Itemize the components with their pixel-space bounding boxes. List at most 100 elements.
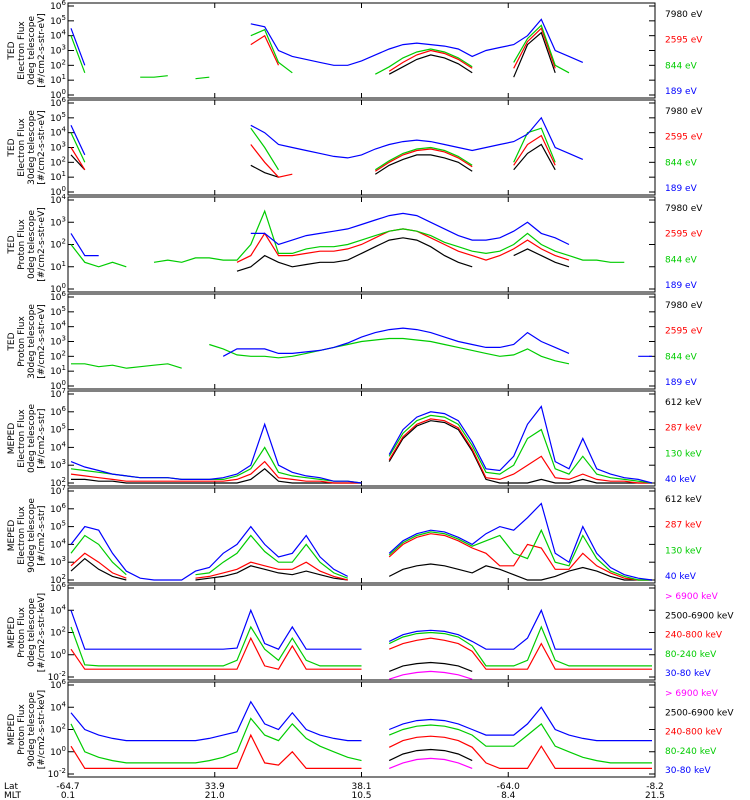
legend-entry: 80-240 keV [665, 650, 717, 660]
y-axis-label: Proton Flux [17, 607, 27, 658]
series-line-2 [70, 533, 652, 581]
y-axis-label: Proton Flux [17, 316, 27, 367]
series-line-3 [70, 414, 653, 484]
y-axis-label: Electron Flux [17, 409, 27, 468]
legend-entry: 30-80 keV [665, 766, 711, 776]
series-line-4 [70, 212, 570, 257]
y-axis-label: [#/cm2-s-str-keV] [37, 593, 47, 672]
y-axis-label: [#/cm2-s-str] [37, 408, 47, 468]
y-tick-label: 100 [50, 88, 66, 101]
panel-5: 102 103 104 105 106 107 MEPED Electron Flux 0deg… [7, 387, 702, 489]
y-tick-label: 106 [50, 0, 66, 12]
y-axis-label: TED [7, 235, 17, 254]
y-tick-label: 103 [50, 44, 66, 57]
x-tick-label: 10.5 [351, 791, 371, 800]
legend-entry: 2595 eV [665, 327, 703, 337]
legend-entry: > 6900 keV [665, 592, 719, 602]
legend-entry: 2500-6900 keV [665, 708, 734, 718]
legend-entry: 40 keV [665, 572, 697, 582]
y-axis-label: [#/cm2-s-str-keV] [37, 690, 47, 769]
legend-entry: 130 keV [665, 546, 702, 556]
legend-entry: 2595 eV [665, 133, 703, 143]
y-axis-label: 0deg telescope [27, 598, 37, 668]
y-axis-label: MEPED [7, 617, 17, 649]
y-tick-label: 102 [50, 155, 66, 168]
y-tick-label: 104 [50, 29, 66, 42]
y-tick-label: 101 [50, 260, 66, 273]
legend-entry: 844 eV [665, 255, 698, 265]
y-tick-label: 100 [50, 185, 66, 198]
y-tick-label: 103 [50, 141, 66, 154]
legend-entry: 7980 eV [665, 10, 703, 20]
legend-entry: 2595 eV [665, 230, 703, 240]
y-tick-label: 104 [50, 320, 66, 333]
panel-7: 10-2 100 102 104 106 MEPED Proton Flux 0deg tel… [7, 581, 734, 683]
x-tick-label: -64.0 [497, 782, 521, 792]
y-tick-label: 104 [50, 537, 66, 550]
legend-entry: 189 eV [665, 184, 698, 194]
y-tick-label: 101 [50, 364, 66, 377]
y-axis-label: 30deg telescope [27, 304, 37, 379]
x-tick-label: 33.9 [205, 782, 225, 792]
x-row-label: MLT [4, 791, 22, 800]
legend-entry: 7980 eV [665, 107, 703, 117]
panel-6: 102 103 104 105 106 107 MEPED Electron Flux 90de… [7, 484, 702, 586]
y-tick-label: 105 [50, 14, 66, 27]
y-axis-label: MEPED [7, 423, 17, 455]
series-line-3 [70, 209, 625, 268]
y-tick-label: 104 [50, 126, 66, 139]
series-line-2 [388, 661, 473, 672]
legend-entry: 612 keV [665, 495, 702, 505]
y-tick-label: 103 [50, 335, 66, 348]
y-tick-label: 106 [50, 581, 66, 594]
legend-entry: 7980 eV [665, 204, 703, 214]
series-line-2 [70, 134, 556, 178]
y-tick-label: 107 [50, 484, 66, 497]
panel-3: 100 101 102 103 104 TED Proton Flux 0deg telesc… [7, 193, 703, 295]
y-axis-label: 0deg telescope [27, 404, 37, 474]
series-line-1 [70, 143, 556, 178]
legend-entry: 30-80 keV [665, 669, 711, 679]
y-axis-label: [#/cm2-s-str-eV] [37, 13, 47, 88]
series-line-1 [389, 670, 473, 680]
series-line-2 [70, 418, 652, 484]
series-line-4 [70, 625, 652, 667]
y-tick-label: 106 [50, 678, 66, 691]
y-tick-label: 105 [50, 423, 66, 436]
legend-entry: 287 keV [665, 521, 702, 531]
y-tick-label: 102 [50, 626, 66, 639]
series-line-4 [70, 116, 584, 160]
series-line-3 [70, 127, 556, 171]
y-tick-label: 104 [50, 193, 66, 206]
y-axis-label: 0deg telescope [27, 210, 37, 280]
x-tick-label: 8.4 [501, 791, 516, 800]
legend-entry: 189 eV [665, 378, 698, 388]
legend-entry: 844 eV [665, 61, 698, 71]
y-axis-label: 0deg telescope [27, 16, 37, 86]
series-line-1 [71, 420, 652, 484]
y-tick-label: 10-2 [48, 767, 66, 780]
y-tick-label: 105 [50, 520, 66, 533]
x-tick-label: -8.2 [646, 782, 664, 792]
y-tick-label: 107 [50, 387, 66, 400]
y-axis-label: [#/cm2-s-str] [37, 505, 47, 565]
series-line-2 [236, 228, 570, 263]
y-tick-label: 100 [50, 745, 66, 758]
series-line-4 [70, 405, 653, 484]
y-axis-label: TED [7, 138, 17, 157]
series-line-3 [70, 528, 652, 581]
legend-entry: 189 eV [665, 87, 698, 97]
y-axis-label: 30deg telescope [27, 110, 37, 185]
y-axis-label: Electron Flux [17, 21, 27, 80]
x-row-label: Lat [4, 782, 19, 792]
series-line-3 [70, 733, 652, 769]
y-tick-label: 105 [50, 111, 66, 124]
panel-frame [67, 2, 656, 99]
y-tick-label: 106 [50, 405, 66, 418]
y-tick-label: 102 [50, 476, 66, 489]
series-line-1 [236, 237, 570, 272]
y-tick-label: 103 [50, 555, 66, 568]
y-tick-label: 100 [50, 648, 66, 661]
series-line-4 [70, 717, 652, 764]
